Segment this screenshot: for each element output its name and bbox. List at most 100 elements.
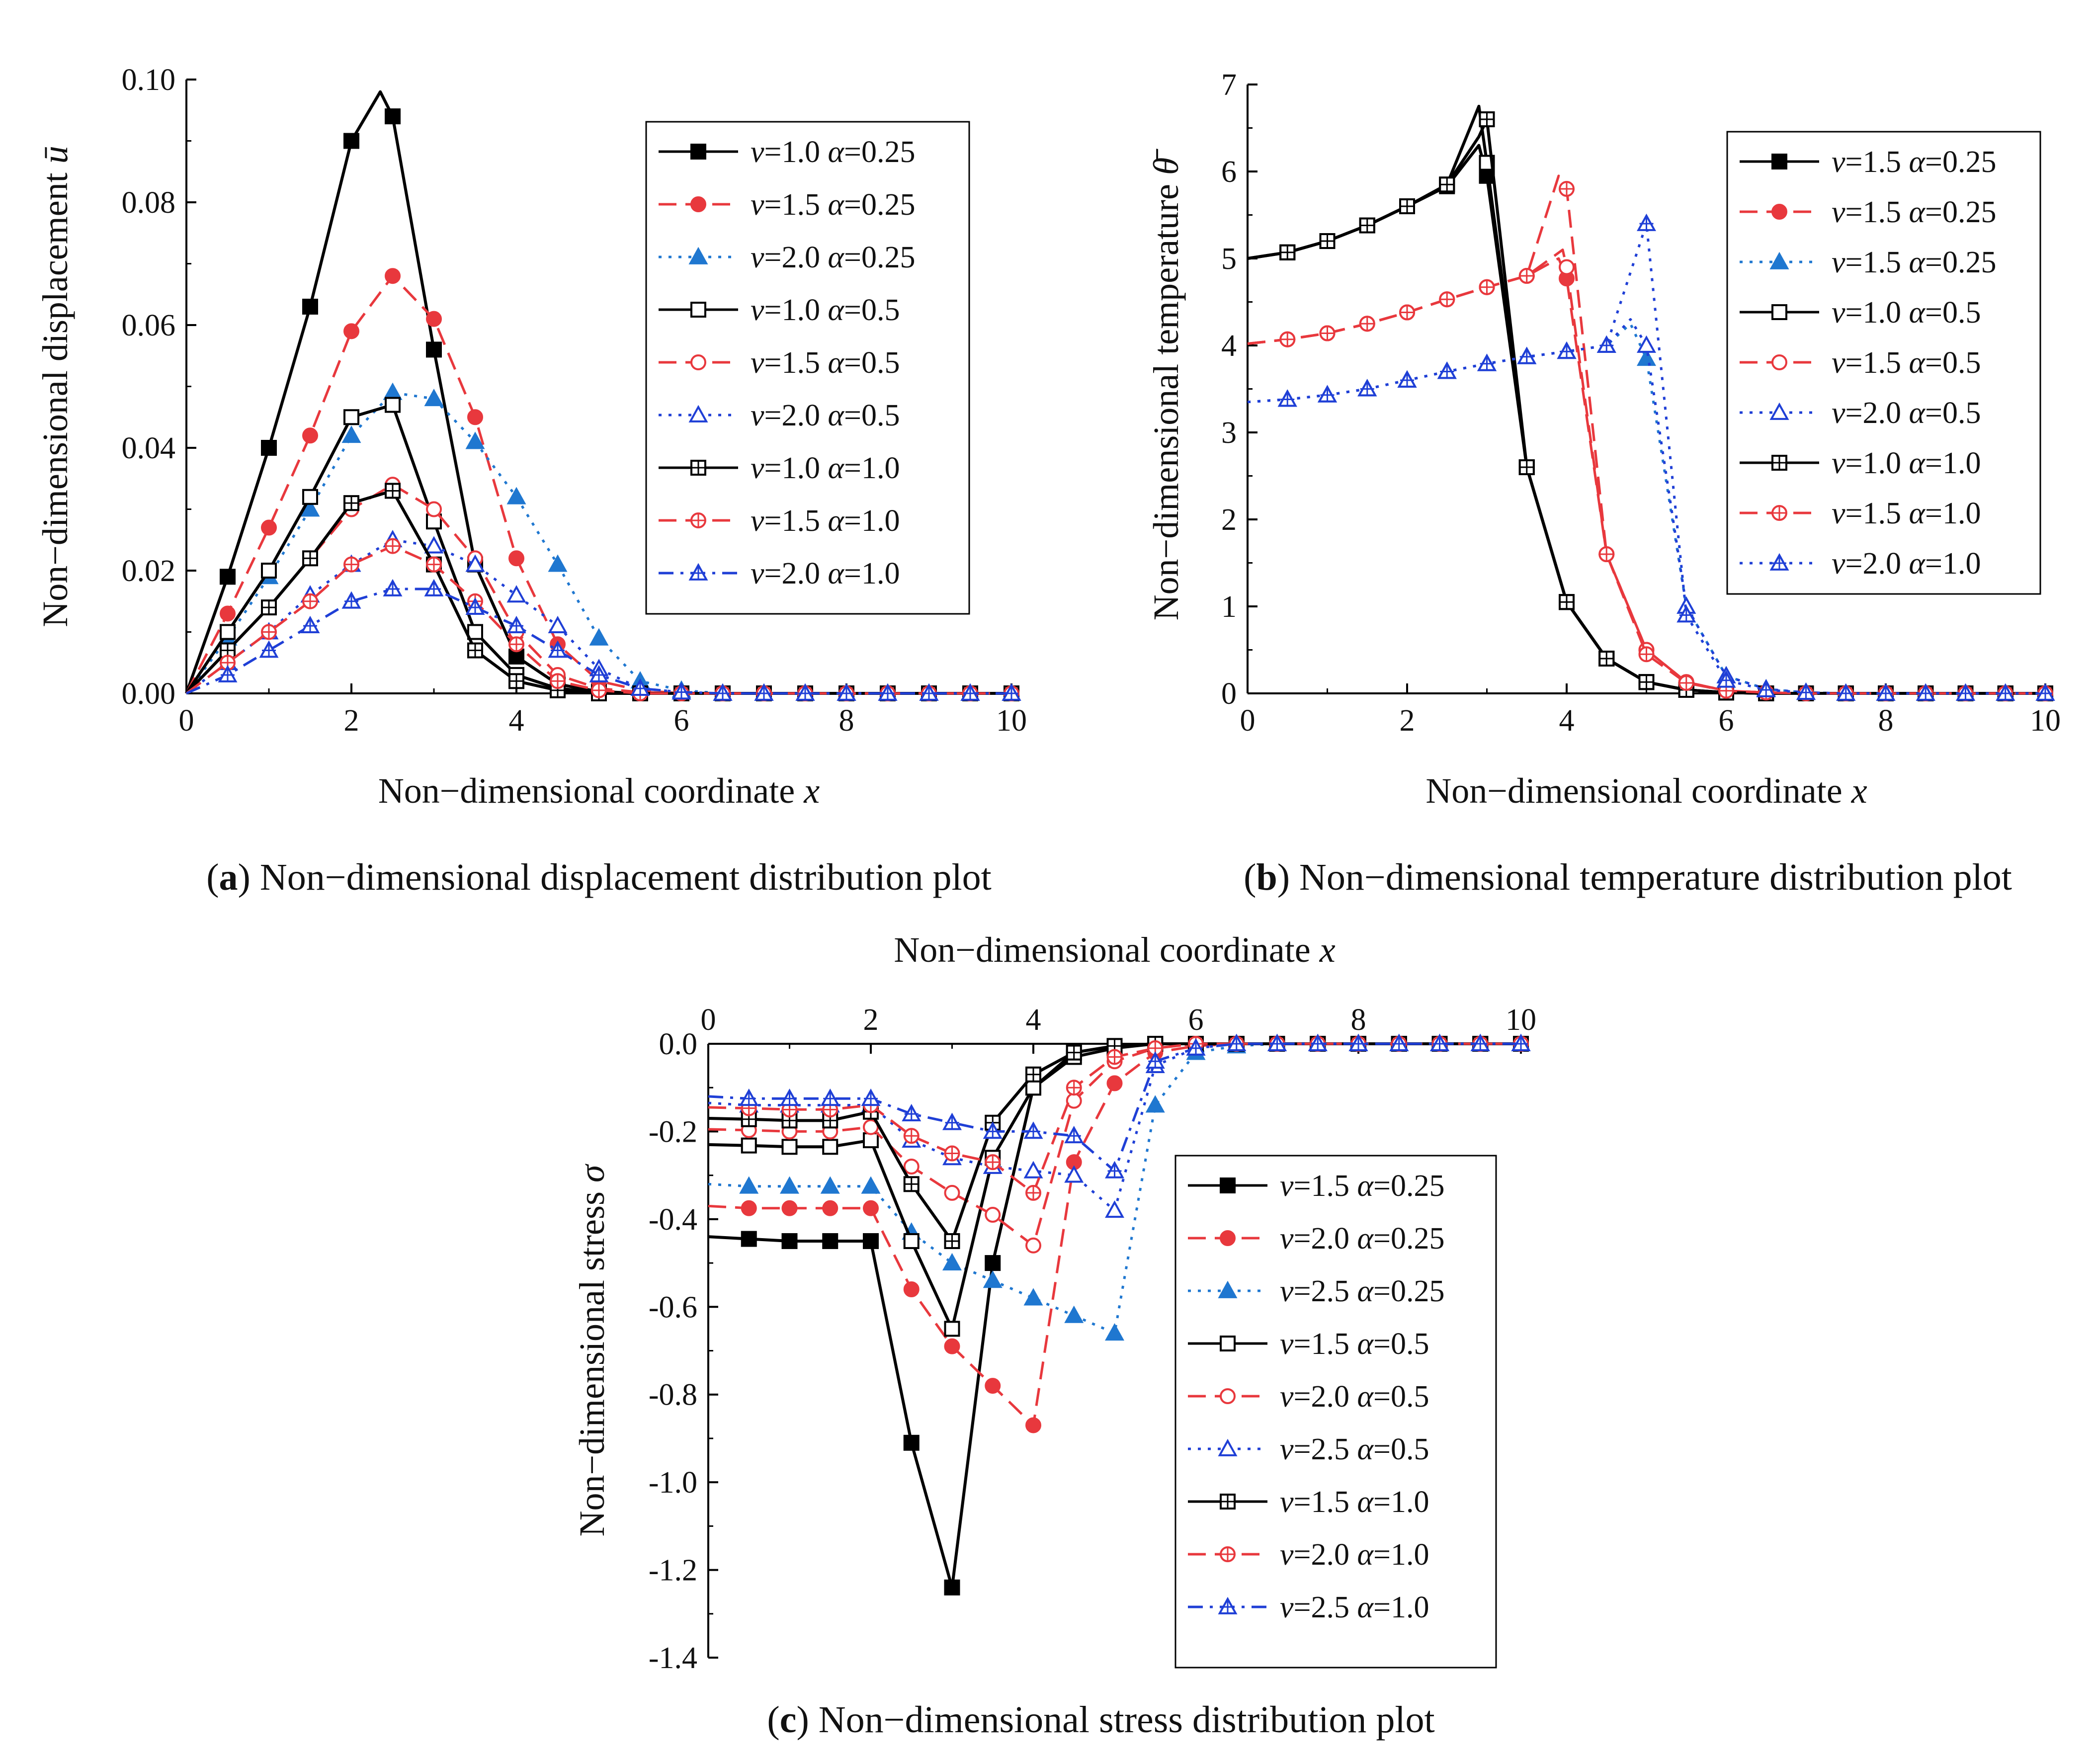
legend-label: v=1.5 α=0.5	[751, 346, 900, 380]
data-point	[1064, 1305, 1084, 1323]
data-point	[1025, 1237, 1041, 1254]
y-axis-title: Non−dimensional displacement ū	[35, 146, 75, 627]
legend-label: v=1.5 α=0.5	[1832, 346, 1981, 380]
x-tick-label: 4	[1559, 704, 1575, 738]
series-a-8	[185, 579, 1021, 701]
data-point	[302, 427, 318, 444]
data-point	[1559, 259, 1575, 275]
x-axis-title: Non−dimensional coordinate x	[894, 930, 1335, 970]
data-point	[1106, 1075, 1123, 1092]
legend-label: v=1.0 α=1.0	[751, 451, 900, 485]
chart-b: 0 2 4 6 8 10 0 1 2 3 4 5 6 7 Non−dimensional coordinat…	[1146, 68, 2061, 898]
y-axis-title: Non−dimensional temperature θ̄	[1146, 149, 1186, 621]
y-tick-label: 2	[1221, 503, 1237, 537]
x-tick-label: 0	[701, 1003, 716, 1037]
y-tick-label: 5	[1221, 242, 1237, 276]
data-point	[944, 1338, 960, 1354]
data-point	[343, 133, 359, 149]
legend-label: v=1.0 α=0.5	[751, 293, 900, 327]
legend-label: v=2.0 α=1.0	[1832, 547, 1981, 581]
data-point	[426, 501, 442, 517]
legend-marker	[1220, 1230, 1236, 1246]
legend-label: v=1.5 α=0.5	[1280, 1327, 1429, 1361]
data-point	[822, 1200, 838, 1216]
legend-marker	[690, 196, 706, 212]
y-tick-label: -0.2	[649, 1115, 697, 1149]
data-point	[903, 1159, 920, 1175]
legend-marker	[1220, 1388, 1236, 1404]
y-tick-label: 0.00	[122, 677, 176, 711]
data-point	[465, 554, 485, 572]
data-point	[903, 1233, 920, 1249]
legend-label: v=2.0 α=0.5	[751, 399, 900, 432]
chart-a: 0 2 4 6 8 10 0.00 0.02 0.04 0.06 0.08 0.10 Non−dimen…	[35, 63, 1027, 898]
data-point	[942, 1253, 962, 1270]
legend-label: v=1.5 α=0.25	[751, 188, 916, 222]
data-point	[261, 563, 277, 579]
data-point	[1105, 1323, 1124, 1341]
legend-label: v=2.5 α=1.0	[1280, 1591, 1429, 1624]
data-point	[220, 624, 236, 640]
y-tick-label: -1.0	[649, 1466, 697, 1500]
legend-label: v=2.0 α=1.0	[751, 557, 900, 590]
data-point	[985, 1207, 1001, 1223]
data-point	[506, 487, 526, 504]
x-tick-label: 4	[1026, 1003, 1041, 1037]
data-point	[383, 382, 403, 400]
legend-marker	[1218, 1280, 1238, 1298]
legend-marker	[1771, 304, 1787, 320]
legend-marker	[1769, 252, 1789, 269]
x-tick-label: 6	[1719, 704, 1734, 738]
data-point	[467, 409, 483, 425]
data-point	[261, 440, 277, 456]
data-point	[1025, 1417, 1041, 1433]
y-tick-label: 3	[1221, 416, 1237, 450]
data-point	[1637, 335, 1656, 353]
figure-caption: (a) Non−dimensional displacement distrib…	[206, 856, 992, 898]
data-point	[781, 1200, 798, 1216]
y-tick-label: -1.4	[649, 1641, 697, 1675]
data-point	[508, 550, 524, 567]
x-tick-label: 2	[344, 704, 359, 738]
legend-label: v=2.0 α=0.25	[1280, 1222, 1445, 1256]
legend-marker	[688, 247, 708, 264]
legend-label: v=1.5 α=0.25	[1832, 145, 1997, 179]
x-tick-label: 10	[1506, 1003, 1536, 1037]
legend-marker	[690, 144, 706, 160]
data-point	[903, 1434, 920, 1451]
data-point	[985, 1378, 1001, 1394]
y-tick-label: 0.06	[122, 309, 176, 342]
data-point	[343, 409, 359, 425]
x-tick-label: 6	[1188, 1003, 1204, 1037]
data-point	[343, 323, 359, 339]
legend-label: v=2.0 α=1.0	[1280, 1538, 1429, 1572]
data-point	[1064, 1165, 1084, 1183]
legend-label: v=1.0 α=1.0	[1832, 446, 1981, 480]
data-point	[983, 1270, 1003, 1288]
data-point	[781, 1233, 798, 1249]
x-tick-label: 10	[996, 704, 1027, 738]
y-tick-label: 4	[1221, 329, 1237, 363]
legend-label: v=1.5 α=1.0	[1832, 497, 1981, 530]
data-point	[424, 388, 444, 407]
legend-label: v=2.0 α=0.25	[751, 241, 916, 274]
data-point	[385, 268, 401, 284]
legend-marker	[1771, 204, 1787, 220]
data-point	[781, 1139, 798, 1155]
data-point	[944, 1579, 960, 1596]
legend-label: v=1.5 α=1.0	[751, 504, 900, 538]
data-point	[1637, 348, 1656, 366]
data-point	[465, 431, 485, 449]
x-tick-label: 8	[1351, 1003, 1366, 1037]
data-point	[426, 341, 442, 358]
data-point	[861, 1176, 881, 1194]
data-point	[822, 1233, 838, 1249]
x-tick-label: 2	[1400, 704, 1415, 738]
y-tick-label: 0.04	[122, 431, 176, 465]
data-point	[341, 425, 361, 443]
x-axis-title: Non−dimensional coordinate x	[378, 771, 820, 811]
data-point	[1025, 1080, 1041, 1096]
y-tick-label: 1	[1221, 590, 1237, 624]
legend-marker	[1771, 154, 1787, 169]
x-tick-label: 0	[179, 704, 194, 738]
